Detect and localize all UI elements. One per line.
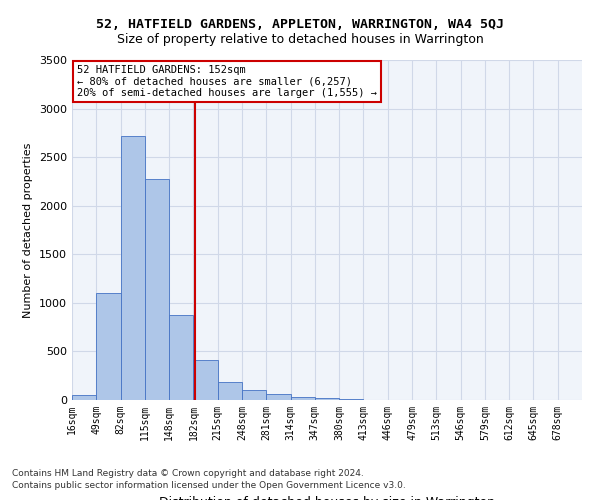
Bar	[72, 395, 96, 400]
Bar	[290, 396, 315, 400]
Bar	[145, 178, 169, 400]
Text: Contains HM Land Registry data © Crown copyright and database right 2024.: Contains HM Land Registry data © Crown c…	[12, 468, 364, 477]
Bar	[121, 136, 145, 400]
X-axis label: Distribution of detached houses by size in Warrington: Distribution of detached houses by size …	[159, 496, 495, 500]
Bar	[96, 293, 121, 400]
Text: 52 HATFIELD GARDENS: 152sqm
← 80% of detached houses are smaller (6,257)
20% of : 52 HATFIELD GARDENS: 152sqm ← 80% of det…	[77, 65, 377, 98]
Bar	[315, 398, 339, 400]
Bar	[242, 390, 266, 400]
Bar	[266, 394, 290, 400]
Text: 52, HATFIELD GARDENS, APPLETON, WARRINGTON, WA4 5QJ: 52, HATFIELD GARDENS, APPLETON, WARRINGT…	[96, 18, 504, 30]
Text: Size of property relative to detached houses in Warrington: Size of property relative to detached ho…	[116, 32, 484, 46]
Bar	[193, 360, 218, 400]
Bar	[339, 399, 364, 400]
Bar	[218, 382, 242, 400]
Text: Contains public sector information licensed under the Open Government Licence v3: Contains public sector information licen…	[12, 481, 406, 490]
Bar	[169, 316, 193, 400]
Y-axis label: Number of detached properties: Number of detached properties	[23, 142, 34, 318]
